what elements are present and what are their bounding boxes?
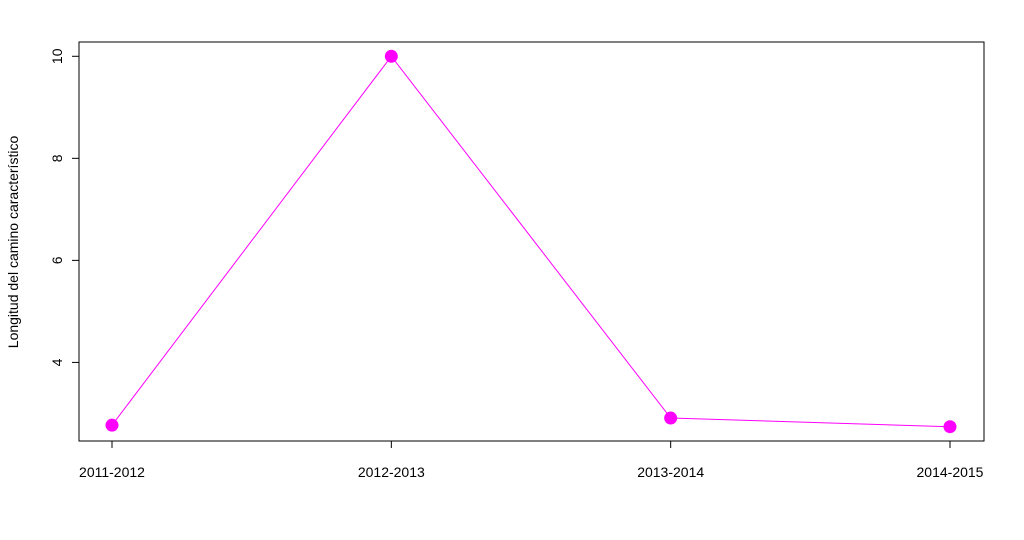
series-line — [111, 55, 951, 428]
x-tick-label: 2012-2013 — [358, 464, 425, 480]
data-point — [384, 49, 398, 63]
y-axis: 4 6 8 10 — [49, 48, 80, 366]
y-axis-title: Longitud del camino característico — [5, 136, 21, 349]
x-axis: 2011-2012 2012-2013 2013-2014 2014-2015 — [79, 440, 984, 480]
data-point — [105, 418, 119, 432]
y-tick-label: 6 — [49, 256, 65, 264]
x-tick-label: 2014-2015 — [917, 464, 984, 480]
y-tick-label: 10 — [49, 48, 65, 64]
data-point — [943, 420, 957, 434]
series-layer — [105, 49, 957, 434]
plot-frame — [78, 41, 985, 442]
y-tick-label: 8 — [49, 154, 65, 162]
data-point — [664, 411, 678, 425]
x-tick-label: 2011-2012 — [79, 464, 145, 480]
y-tick-label: 4 — [49, 358, 65, 366]
x-tick-label: 2013-2014 — [637, 464, 704, 480]
